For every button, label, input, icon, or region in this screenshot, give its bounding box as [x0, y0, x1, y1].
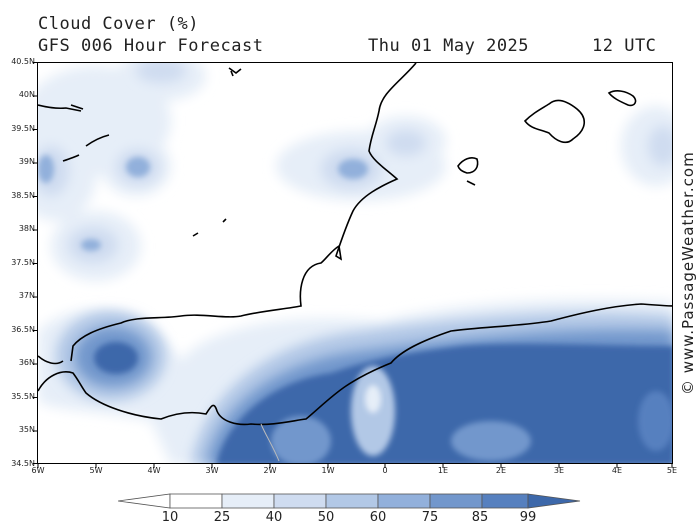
colorbar-label: 10 — [161, 510, 179, 525]
colorbar-label: 25 — [213, 510, 231, 525]
lon-label: 2E — [495, 466, 507, 475]
lat-label: 40.5N — [11, 57, 35, 66]
lat-label: 39N — [18, 157, 35, 166]
colorbar — [118, 493, 581, 509]
lon-label: 3W — [205, 466, 219, 475]
colorbar-arrow-left — [118, 493, 171, 509]
colorbar-label: 99 — [519, 510, 537, 525]
colorbar-label: 50 — [317, 510, 335, 525]
lon-label: 3E — [553, 466, 565, 475]
lat-label: 36N — [18, 358, 35, 367]
lon-label: 4W — [147, 466, 161, 475]
lon-label: 1E — [437, 466, 449, 475]
lat-label: 40N — [18, 90, 35, 99]
lat-label: 34.5N — [11, 459, 35, 468]
lat-label: 39.5N — [11, 124, 35, 133]
lon-label: 2W — [263, 466, 277, 475]
colorbar-label: 85 — [471, 510, 489, 525]
lat-label: 35N — [18, 425, 35, 434]
colorbar-label: 60 — [369, 510, 387, 525]
lat-label: 38N — [18, 224, 35, 233]
coastline — [38, 63, 672, 426]
forecast-model: GFS 006 Hour Forecast — [38, 36, 264, 56]
colorbar-label: 40 — [265, 510, 283, 525]
lat-label: 37N — [18, 291, 35, 300]
forecast-time: 12 UTC — [592, 36, 657, 56]
lon-label: 0 — [382, 466, 388, 475]
lon-label: 5W — [89, 466, 103, 475]
lon-label: 5E — [666, 466, 678, 475]
lon-label: 1W — [321, 466, 335, 475]
map-title: Cloud Cover (%) — [38, 14, 200, 34]
lat-label: 36.5N — [11, 325, 35, 334]
lon-label: 6W — [31, 466, 45, 475]
forecast-date: Thu 01 May 2025 — [368, 36, 530, 56]
lat-label: 35.5N — [11, 392, 35, 401]
lat-label: 37.5N — [11, 258, 35, 267]
cloud-cover-field — [38, 63, 672, 463]
lon-label: 4E — [611, 466, 623, 475]
lat-label: 38.5N — [11, 191, 35, 200]
colorbar-label: 75 — [421, 510, 439, 525]
cloud-cover-map[interactable] — [37, 62, 673, 464]
colorbar-arrow-right — [527, 493, 581, 509]
